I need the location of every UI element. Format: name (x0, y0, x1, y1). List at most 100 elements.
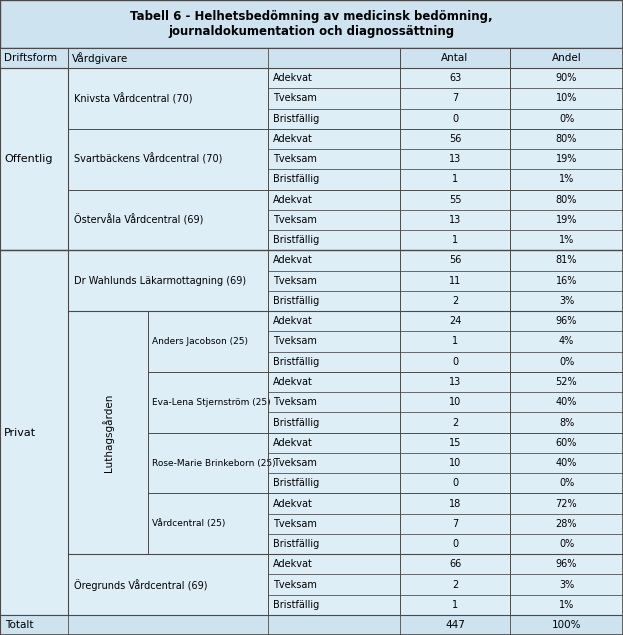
Text: 63: 63 (449, 73, 461, 83)
Bar (510, 575, 623, 595)
Text: 66: 66 (449, 559, 461, 570)
Bar (400, 392, 510, 412)
Bar (268, 554, 400, 575)
Text: Bristfällig: Bristfällig (273, 539, 319, 549)
Text: 7: 7 (452, 93, 458, 104)
Bar (400, 291, 510, 311)
Text: Adekvat: Adekvat (273, 134, 313, 144)
Bar (510, 230, 623, 250)
Bar (0, 48, 68, 68)
Text: 10: 10 (449, 398, 461, 407)
Text: 13: 13 (449, 154, 461, 164)
Bar (268, 412, 400, 432)
Text: 0%: 0% (559, 539, 574, 549)
Text: 7: 7 (452, 519, 458, 529)
Bar (400, 129, 510, 149)
Bar (400, 88, 510, 109)
Bar (268, 170, 400, 190)
Bar (510, 432, 623, 453)
Text: 19%: 19% (556, 215, 577, 225)
Bar (268, 271, 400, 291)
Bar (510, 48, 623, 68)
Bar (510, 493, 623, 514)
Text: Tveksam: Tveksam (273, 154, 317, 164)
Text: Bristfällig: Bristfällig (273, 600, 319, 610)
Bar (510, 129, 623, 149)
Text: Adekvat: Adekvat (273, 316, 313, 326)
Text: 0%: 0% (559, 114, 574, 124)
Text: Tveksam: Tveksam (273, 215, 317, 225)
Text: Driftsform: Driftsform (4, 53, 57, 63)
Text: 18: 18 (449, 498, 461, 509)
Bar (400, 595, 510, 615)
Text: Bristfällig: Bristfällig (273, 478, 319, 488)
Bar (268, 432, 400, 453)
Text: 1: 1 (452, 235, 458, 245)
Bar (268, 190, 400, 210)
Text: Tveksam: Tveksam (273, 519, 317, 529)
Text: 0: 0 (452, 478, 458, 488)
Bar (510, 250, 623, 271)
Text: 1%: 1% (559, 600, 574, 610)
Text: Tveksam: Tveksam (273, 580, 317, 590)
Bar (268, 88, 400, 109)
Text: Anders Jacobson (25): Anders Jacobson (25) (152, 337, 248, 346)
Bar (268, 129, 400, 149)
Text: 55: 55 (449, 195, 461, 204)
Text: 0%: 0% (559, 357, 574, 367)
Text: Adekvat: Adekvat (273, 559, 313, 570)
Text: 10: 10 (449, 458, 461, 468)
Bar (68, 190, 268, 250)
Bar (510, 331, 623, 352)
Bar (510, 271, 623, 291)
Text: 447: 447 (445, 620, 465, 630)
Bar (268, 473, 400, 493)
Text: 52%: 52% (556, 377, 578, 387)
Bar (510, 149, 623, 170)
Bar (510, 392, 623, 412)
Text: Adekvat: Adekvat (273, 438, 313, 448)
Text: 2: 2 (452, 580, 458, 590)
Bar (268, 230, 400, 250)
Text: Östervåla Vårdcentral (69): Östervåla Vårdcentral (69) (74, 214, 203, 225)
Text: 40%: 40% (556, 398, 577, 407)
Bar (400, 575, 510, 595)
Bar (400, 68, 510, 88)
Text: Offentlig: Offentlig (4, 154, 52, 164)
Bar (0, 250, 68, 615)
Text: Tveksam: Tveksam (273, 93, 317, 104)
Bar (510, 372, 623, 392)
Bar (510, 453, 623, 473)
Bar (510, 109, 623, 129)
Bar (400, 190, 510, 210)
Text: Adekvat: Adekvat (273, 255, 313, 265)
Bar (400, 514, 510, 534)
Text: Totalt: Totalt (5, 620, 34, 630)
Bar (400, 352, 510, 372)
Text: Bristfällig: Bristfällig (273, 357, 319, 367)
Text: 4%: 4% (559, 337, 574, 347)
Text: Privat: Privat (4, 427, 36, 438)
Text: Adekvat: Adekvat (273, 73, 313, 83)
Bar (268, 68, 400, 88)
Bar (268, 291, 400, 311)
Bar (148, 372, 268, 432)
Text: Tveksam: Tveksam (273, 398, 317, 407)
Bar (510, 170, 623, 190)
Bar (400, 109, 510, 129)
Text: Bristfällig: Bristfällig (273, 296, 319, 306)
Bar (510, 352, 623, 372)
Bar (510, 473, 623, 493)
Bar (268, 311, 400, 331)
Bar (268, 595, 400, 615)
Bar (268, 534, 400, 554)
Bar (400, 311, 510, 331)
Text: Bristfällig: Bristfällig (273, 114, 319, 124)
Bar (510, 291, 623, 311)
Text: 10%: 10% (556, 93, 577, 104)
Bar (400, 250, 510, 271)
Text: 28%: 28% (556, 519, 578, 529)
Text: Knivsta Vårdcentral (70): Knivsta Vårdcentral (70) (74, 93, 193, 104)
Text: Luthagsgården: Luthagsgården (102, 394, 114, 472)
Bar (268, 453, 400, 473)
